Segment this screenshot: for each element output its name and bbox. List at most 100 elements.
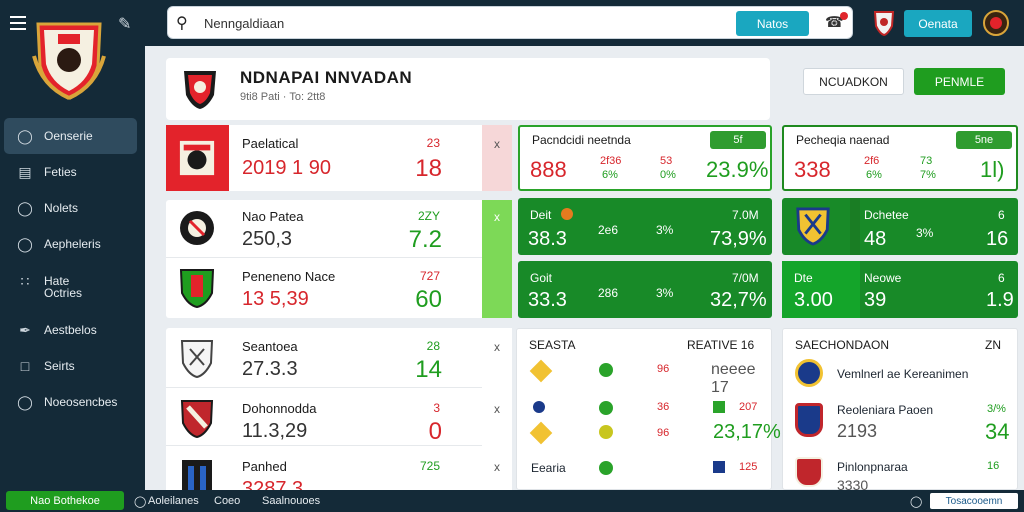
panel-subtitle: REATIVE 16 (687, 338, 755, 352)
stats-panel-2[interactable]: Pecheqia naenad 5ne 338 2f6 6% 73 7% 1l) (782, 125, 1018, 191)
notification-dot (840, 12, 848, 20)
team-name: Panhed (242, 459, 287, 474)
search-bar[interactable]: ⚲ Nenngaldiaan Natos ☎ (167, 6, 853, 39)
close-icon[interactable]: x (494, 340, 500, 354)
team-logo (184, 71, 216, 109)
match-score: 27.3.3 (242, 358, 298, 380)
stat-value: 1.9 (986, 289, 1014, 311)
bottom-bar: Nao Bothekoe ◯ Aoleilanes Coeo Saalnouoe… (0, 490, 1024, 512)
panel-title: Neowe (864, 271, 902, 285)
stat-value: 6% (866, 169, 882, 181)
match-row[interactable]: Dohonnodda 11.3,29 3 0 (166, 390, 486, 446)
panel-title: Dchetee (864, 208, 909, 222)
notification-icon[interactable]: ☎ (825, 14, 844, 31)
bottom-right-badge[interactable]: Tosacooemn (930, 493, 1018, 509)
match-score: 11.3,29 (242, 420, 308, 442)
stats-panel-7[interactable]: SEASTA REATIVE 16 96 neeee 17 36 207 96 … (516, 328, 781, 490)
match-stat: 28 (426, 339, 440, 353)
highlight-block (782, 261, 860, 318)
sidebar-item-6[interactable]: □ Seirts (0, 348, 145, 384)
sidebar-item-2[interactable]: ◯ Nolets (0, 190, 145, 226)
stats-panel-1[interactable]: Pacndcidi neetnda 5f 888 2f36 6% 53 0% 2… (518, 125, 772, 191)
menu-icon[interactable] (10, 16, 26, 30)
stat-value: 53 (660, 155, 673, 167)
stat-value: 7% (920, 169, 936, 181)
match-score: 13 5,39 (242, 288, 309, 310)
info-icon: ◯ (134, 496, 147, 508)
close-icon[interactable]: x (494, 460, 500, 474)
search-icon[interactable]: ⚲ (176, 15, 188, 32)
team-name: Seantoea (242, 339, 298, 354)
match-row[interactable]: Paelatical 2019 1 90 23 18 (166, 125, 486, 191)
stats-panel-5[interactable]: Goit 7/0M 33.3 286 3% 32,7% (518, 261, 772, 318)
user-avatar[interactable] (983, 9, 1009, 37)
globe-icon: ◯ (17, 393, 33, 410)
side-strip: x x x (482, 328, 512, 490)
sidebar-item-7[interactable]: ◯ Noeosencbes (0, 384, 145, 420)
check-icon (599, 363, 613, 377)
match-row[interactable]: Seantoea 27.3.3 28 14 (166, 328, 486, 388)
stat-value: 2193 (837, 421, 878, 441)
sidebar-item-label: Aestbelos (44, 323, 97, 337)
stat-value: 16 (987, 460, 1000, 472)
sidebar-item-0[interactable]: ◯ Oenserie (4, 118, 137, 154)
close-icon[interactable]: x (494, 210, 500, 224)
team-name: Dohonnodda (242, 401, 317, 416)
panel-pill: 5f (710, 131, 766, 149)
edit-icon[interactable]: ✎ (118, 16, 132, 33)
match-stat: 2ZY (417, 209, 440, 223)
stats-panel-6[interactable]: Dte Neowe 6 3.00 39 1.9 (782, 261, 1018, 318)
stat-value: 125 (739, 461, 758, 473)
page-title: NDNAPAI NNVADAN (240, 68, 413, 87)
check-icon (599, 401, 613, 415)
panel-title: SEASTA (529, 338, 576, 352)
match-total: 18 (415, 155, 442, 182)
match-card-featured[interactable]: Paelatical 2019 1 90 23 18 x (166, 125, 512, 191)
list-icon: ▤ (18, 163, 32, 180)
sidebar-item-label: Aepheleris (44, 237, 101, 251)
stat-value: 73,9% (710, 228, 767, 250)
match-row[interactable]: Panhed 3287 3 725 (166, 448, 486, 500)
sidebar-item-5[interactable]: ✒ Aestbelos (0, 312, 145, 348)
bottom-button[interactable]: Nao Bothekoe (6, 491, 124, 510)
sidebar-item-3[interactable]: ◯ Aepheleris (0, 226, 145, 262)
document-icon: □ (20, 358, 30, 374)
highlight-block (850, 198, 860, 255)
close-icon[interactable]: x (494, 137, 500, 151)
emblem-icon[interactable] (873, 10, 895, 36)
bottom-link[interactable]: Coeo (214, 495, 241, 507)
sidebar-item-4[interactable]: ∷ Hate Octries (0, 262, 145, 301)
stat-value: 3.00 (794, 289, 833, 311)
team-name: Peneneno Nace (242, 269, 336, 284)
stats-panel-3[interactable]: Deit 7.0M 38.3 2e6 3% 73,9% (518, 198, 772, 255)
match-row[interactable]: Nao Patea 250,3 2ZY 7.2 (166, 200, 486, 258)
stats-panel-8[interactable]: SAECHONDAON ZN Vemlnerl ae Kereanimen Re… (782, 328, 1018, 493)
shield-icon: ◯ (17, 199, 33, 216)
stat-value: 96 (657, 363, 670, 375)
action-button[interactable]: Oenata (904, 10, 972, 37)
network-icon: ∷ (20, 272, 30, 289)
stats-panel-4[interactable]: Dchetee 6 48 3% 16 (782, 198, 1018, 255)
outline-button[interactable]: NCUADKON (803, 68, 904, 95)
match-row[interactable]: Peneneno Nace 13 5,39 727 60 (166, 260, 486, 318)
chat-icon: ◯ (17, 127, 33, 144)
stat-value: 32,7% (710, 289, 767, 311)
match-total: 60 (415, 286, 442, 313)
stat-value: 7/0M (732, 271, 759, 285)
bottom-link[interactable]: Saalnouoes (262, 495, 321, 507)
globe-icon: ◯ (910, 496, 923, 508)
team-logo (180, 400, 214, 439)
stat-value: 3330 (837, 477, 869, 493)
panel-pill: 5ne (956, 131, 1012, 149)
close-icon[interactable]: x (494, 402, 500, 416)
team-name: Paelatical (242, 136, 299, 151)
primary-button[interactable]: PENMLE (914, 68, 1005, 95)
stat-value: 33.3 (528, 289, 567, 311)
bottom-link[interactable]: Aoleilanes (148, 495, 199, 507)
search-button[interactable]: Natos (736, 11, 809, 36)
match-stat: 23 (426, 136, 440, 150)
team-name: Nao Patea (242, 209, 304, 224)
sidebar-item-1[interactable]: ▤ Feties (0, 154, 145, 190)
sidebar-item-label: Seirts (44, 359, 75, 373)
search-input[interactable]: Nenngaldiaan (204, 16, 285, 31)
